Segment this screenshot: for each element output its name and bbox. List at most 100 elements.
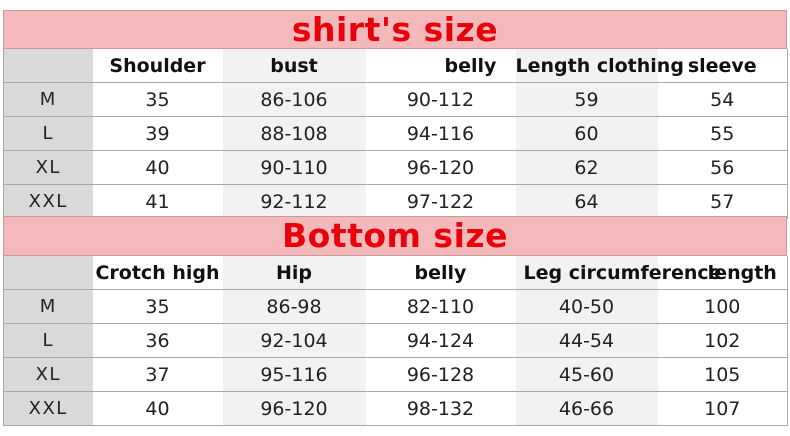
table-cell: 40-50 (515, 289, 658, 324)
table-cell: 107 (657, 391, 788, 426)
cell-text: 37 (145, 363, 170, 386)
cell-text: 35 (145, 295, 170, 318)
table-row: XL 40 90-110 96-120 62 56 (3, 150, 788, 185)
cell-text: 62 (574, 156, 599, 179)
table-cell: 105 (657, 357, 788, 392)
header-row: Shoulder bust belly Length clothing sleeve (3, 49, 788, 83)
table-cell: 35 (92, 82, 223, 117)
table-cell: 45-60 (515, 357, 658, 392)
table-cell: 54 (657, 82, 788, 117)
cell-text: 56 (710, 156, 735, 179)
size-label: L (3, 116, 93, 151)
cell-text: 40 (145, 397, 170, 420)
table-cell: 92-112 (222, 184, 366, 219)
column-header: Crotch high (92, 256, 223, 290)
table-cell: 94-124 (365, 323, 516, 358)
table-cell: 56 (657, 150, 788, 185)
table-cell: 37 (92, 357, 223, 392)
cell-text: 35 (145, 88, 170, 111)
size-label: XXL (3, 391, 93, 426)
table-cell: 96-120 (222, 391, 366, 426)
table-cell: 88-108 (222, 116, 366, 151)
cell-text: Length clothing (515, 54, 684, 77)
column-header: belly (365, 256, 516, 290)
table-row: XL 37 95-116 96-128 45-60 105 (3, 357, 788, 392)
table-cell: 62 (515, 150, 658, 185)
column-header: belly (365, 49, 516, 83)
size-label: XXL (3, 184, 93, 219)
table-cell: 35 (92, 289, 223, 324)
bottom-size-title: Bottom size (3, 216, 787, 256)
cell-text: 54 (710, 88, 735, 111)
cell-text: 82-110 (406, 295, 475, 318)
cell-text: XL (35, 157, 61, 178)
table-cell: 97-122 (365, 184, 516, 219)
column-header: length (657, 256, 788, 290)
table-cell: 39 (92, 116, 223, 151)
cell-text: 90-110 (260, 156, 328, 179)
table-cell: 59 (515, 82, 658, 117)
table-row: L 36 92-104 94-124 44-54 102 (3, 323, 788, 358)
table-cell: 98-132 (365, 391, 516, 426)
cell-text: sleeve (687, 54, 757, 77)
table-cell: 102 (657, 323, 788, 358)
table-cell: 57 (657, 184, 788, 219)
table-row: M 35 86-98 82-110 40-50 100 (3, 289, 788, 324)
table-cell: 55 (657, 116, 788, 151)
cell-text: 40 (145, 156, 170, 179)
cell-text: 39 (145, 122, 170, 145)
cell-text: L (42, 330, 55, 351)
table-cell: 40 (92, 150, 223, 185)
cell-text: 55 (710, 122, 735, 145)
table-cell: 90-110 (222, 150, 366, 185)
table-cell: 60 (515, 116, 658, 151)
table-cell: 96-128 (365, 357, 516, 392)
shirt-size-title: shirt's size (3, 10, 787, 49)
cell-text: 98-132 (406, 397, 475, 420)
cell-text: 88-108 (260, 122, 328, 145)
cell-text: 45-60 (558, 363, 615, 386)
header-row: Crotch high Hip belly Leg circumference leng… (3, 256, 788, 290)
cell-text: XXL (28, 191, 68, 212)
cell-text: Leg circumference (523, 261, 722, 284)
cell-text: length (707, 261, 777, 284)
table-cell: 100 (657, 289, 788, 324)
table-cell: 90-112 (365, 82, 516, 117)
cell-text: 94-116 (406, 122, 475, 145)
column-header: sleeve (657, 49, 788, 83)
table-cell: 96-120 (365, 150, 516, 185)
table-row: XXL 41 92-112 97-122 64 57 (3, 184, 788, 219)
cell-text: Crotch high (95, 261, 220, 284)
cell-text: 86-106 (260, 88, 328, 111)
cell-text: XXL (28, 398, 68, 419)
cell-text: 64 (574, 190, 599, 213)
table-cell: 86-98 (222, 289, 366, 324)
cell-text: Hip (275, 261, 312, 284)
cell-text: 86-98 (266, 295, 322, 318)
table-row: M 35 86-106 90-112 59 54 (3, 82, 788, 117)
cell-text: belly (444, 54, 497, 77)
cell-text: 90-112 (406, 88, 475, 111)
cell-text: 100 (704, 295, 741, 318)
cell-text: 95-116 (260, 363, 328, 386)
cell-text: 92-104 (260, 329, 328, 352)
cell-text: 40-50 (558, 295, 615, 318)
table-cell: 64 (515, 184, 658, 219)
table-cell: 40 (92, 391, 223, 426)
cell-text: belly (414, 261, 467, 284)
column-header: Shoulder (92, 49, 223, 83)
bottom-size-chart: Bottom size Crotch high Hip belly Leg circu… (3, 216, 788, 426)
cell-text: M (39, 89, 57, 110)
table-cell: 86-106 (222, 82, 366, 117)
cell-text: 107 (704, 397, 741, 420)
column-header (3, 49, 93, 83)
cell-text: 36 (145, 329, 170, 352)
cell-text: 46-66 (558, 397, 615, 420)
size-label: M (3, 82, 93, 117)
table-row: XXL 40 96-120 98-132 46-66 107 (3, 391, 788, 426)
cell-text: 44-54 (558, 329, 615, 352)
shirt-size-table: Shoulder bust belly Length clothing sleeve M 3… (3, 49, 788, 219)
table-cell: 95-116 (222, 357, 366, 392)
cell-text: bust (270, 54, 318, 77)
table-cell: 44-54 (515, 323, 658, 358)
